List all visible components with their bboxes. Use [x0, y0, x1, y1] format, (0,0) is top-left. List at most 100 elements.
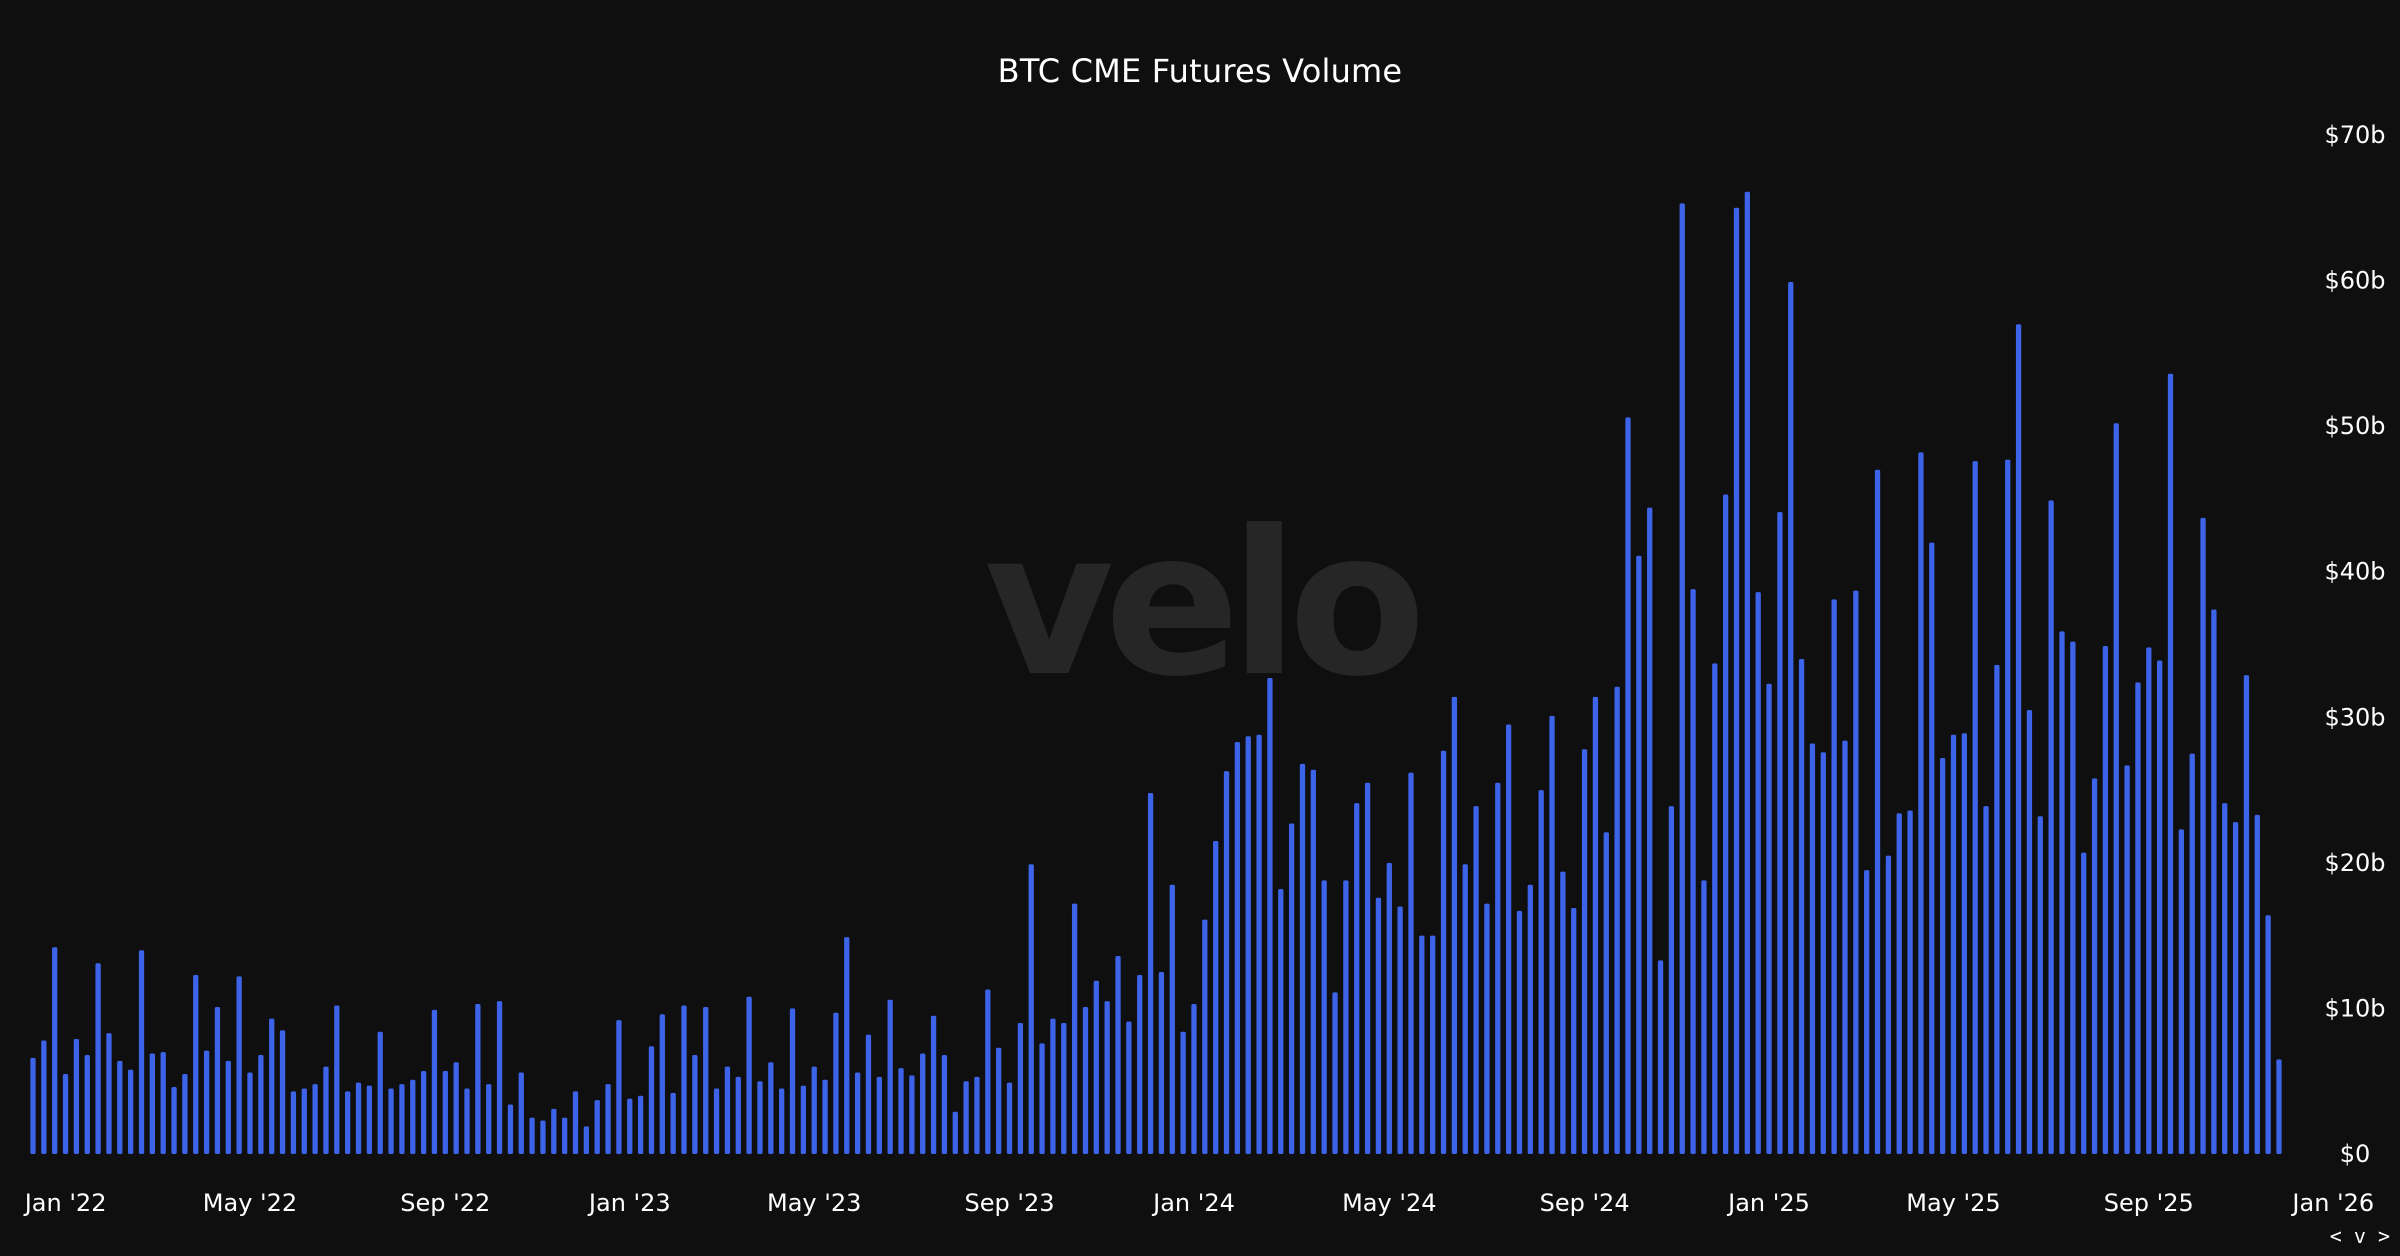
- bar-122[interactable]: [1354, 803, 1360, 1154]
- bar-41[interactable]: [475, 1004, 481, 1154]
- bar-129[interactable]: [1430, 935, 1436, 1154]
- bar-53[interactable]: [605, 1084, 611, 1154]
- bar-196[interactable]: [2157, 660, 2163, 1154]
- bar-46[interactable]: [529, 1117, 535, 1154]
- bar-198[interactable]: [2178, 829, 2184, 1154]
- bar-31[interactable]: [366, 1085, 373, 1154]
- bar-93[interactable]: [1039, 1043, 1045, 1154]
- bar-165[interactable]: [1820, 752, 1826, 1154]
- bar-71[interactable]: [800, 1085, 807, 1154]
- bar-12[interactable]: [160, 1052, 166, 1154]
- bar-121[interactable]: [1343, 880, 1349, 1154]
- bar-119[interactable]: [1321, 880, 1327, 1154]
- bar-9[interactable]: [128, 1069, 134, 1154]
- bar-190[interactable]: [2091, 778, 2098, 1154]
- bar-68[interactable]: [768, 1062, 774, 1154]
- bar-84[interactable]: [941, 1055, 948, 1154]
- bar-123[interactable]: [1364, 782, 1371, 1154]
- bar-151[interactable]: [1668, 806, 1675, 1154]
- bar-174[interactable]: [1918, 452, 1924, 1155]
- bar-74[interactable]: [833, 1012, 839, 1154]
- bar-43[interactable]: [496, 1001, 503, 1154]
- bar-167[interactable]: [1842, 740, 1848, 1154]
- bar-8[interactable]: [117, 1060, 123, 1154]
- bar-111[interactable]: [1234, 742, 1241, 1154]
- bar-157[interactable]: [1733, 207, 1740, 1155]
- bar-82[interactable]: [920, 1053, 926, 1154]
- bar-155[interactable]: [1712, 663, 1718, 1154]
- bar-39[interactable]: [453, 1062, 459, 1154]
- bar-187[interactable]: [2059, 631, 2065, 1154]
- bar-127[interactable]: [1408, 772, 1414, 1154]
- bar-44[interactable]: [507, 1104, 514, 1154]
- bar-207[interactable]: [2276, 1059, 2282, 1154]
- bar-120[interactable]: [1332, 992, 1338, 1154]
- bar-191[interactable]: [2102, 645, 2109, 1154]
- bar-168[interactable]: [1853, 590, 1859, 1154]
- bar-3[interactable]: [62, 1073, 69, 1154]
- bar-159[interactable]: [1755, 592, 1761, 1154]
- bar-30[interactable]: [355, 1082, 362, 1154]
- bar-144[interactable]: [1592, 696, 1599, 1154]
- bar-146[interactable]: [1614, 686, 1620, 1154]
- bar-115[interactable]: [1278, 889, 1284, 1154]
- bar-136[interactable]: [1505, 724, 1512, 1154]
- bar-57[interactable]: [648, 1046, 655, 1154]
- bar-32[interactable]: [377, 1031, 383, 1154]
- bar-172[interactable]: [1896, 813, 1902, 1154]
- bar-83[interactable]: [930, 1015, 937, 1154]
- bar-130[interactable]: [1440, 750, 1447, 1154]
- bar-62[interactable]: [703, 1006, 709, 1154]
- bar-182[interactable]: [2005, 459, 2011, 1154]
- bar-78[interactable]: [876, 1076, 882, 1154]
- bar-169[interactable]: [1864, 870, 1870, 1154]
- bar-89[interactable]: [996, 1047, 1002, 1154]
- bar-107[interactable]: [1191, 1004, 1197, 1154]
- bar-60[interactable]: [681, 1005, 687, 1154]
- bar-21[interactable]: [258, 1055, 264, 1154]
- bar-1[interactable]: [41, 1040, 47, 1154]
- bar-52[interactable]: [594, 1100, 600, 1154]
- bar-150[interactable]: [1657, 960, 1664, 1154]
- bar-139[interactable]: [1538, 790, 1544, 1154]
- bar-86[interactable]: [963, 1081, 969, 1154]
- bar-193[interactable]: [2124, 765, 2130, 1154]
- bar-94[interactable]: [1050, 1018, 1056, 1154]
- bar-55[interactable]: [627, 1098, 633, 1154]
- bar-90[interactable]: [1006, 1082, 1013, 1154]
- bar-28[interactable]: [334, 1005, 340, 1154]
- bar-183[interactable]: [2015, 324, 2022, 1154]
- bar-45[interactable]: [518, 1072, 524, 1154]
- bar-63[interactable]: [713, 1088, 720, 1154]
- chart-navigation-arrows[interactable]: < v >: [2329, 1224, 2390, 1248]
- bar-40[interactable]: [464, 1088, 470, 1154]
- bar-141[interactable]: [1560, 871, 1566, 1154]
- bar-113[interactable]: [1256, 734, 1262, 1154]
- bar-20[interactable]: [247, 1072, 253, 1154]
- bar-35[interactable]: [410, 1079, 416, 1154]
- bar-69[interactable]: [779, 1088, 785, 1154]
- bar-81[interactable]: [909, 1075, 915, 1154]
- bar-114[interactable]: [1267, 677, 1273, 1154]
- bar-147[interactable]: [1625, 417, 1631, 1154]
- bar-154[interactable]: [1701, 880, 1707, 1154]
- bar-26[interactable]: [312, 1084, 318, 1154]
- bar-67[interactable]: [757, 1081, 763, 1154]
- bar-202[interactable]: [2222, 803, 2228, 1154]
- bar-164[interactable]: [1809, 743, 1816, 1154]
- bar-199[interactable]: [2189, 753, 2195, 1154]
- bar-0[interactable]: [30, 1057, 36, 1154]
- bar-173[interactable]: [1907, 810, 1913, 1154]
- bar-56[interactable]: [637, 1095, 644, 1154]
- bar-66[interactable]: [746, 996, 752, 1154]
- bar-170[interactable]: [1874, 469, 1881, 1154]
- bar-14[interactable]: [182, 1073, 188, 1154]
- bar-54[interactable]: [616, 1020, 622, 1154]
- bar-104[interactable]: [1158, 972, 1165, 1154]
- bar-73[interactable]: [822, 1079, 828, 1154]
- bar-72[interactable]: [811, 1066, 817, 1154]
- bar-95[interactable]: [1061, 1022, 1067, 1154]
- bar-61[interactable]: [692, 1055, 698, 1154]
- bar-65[interactable]: [735, 1076, 741, 1154]
